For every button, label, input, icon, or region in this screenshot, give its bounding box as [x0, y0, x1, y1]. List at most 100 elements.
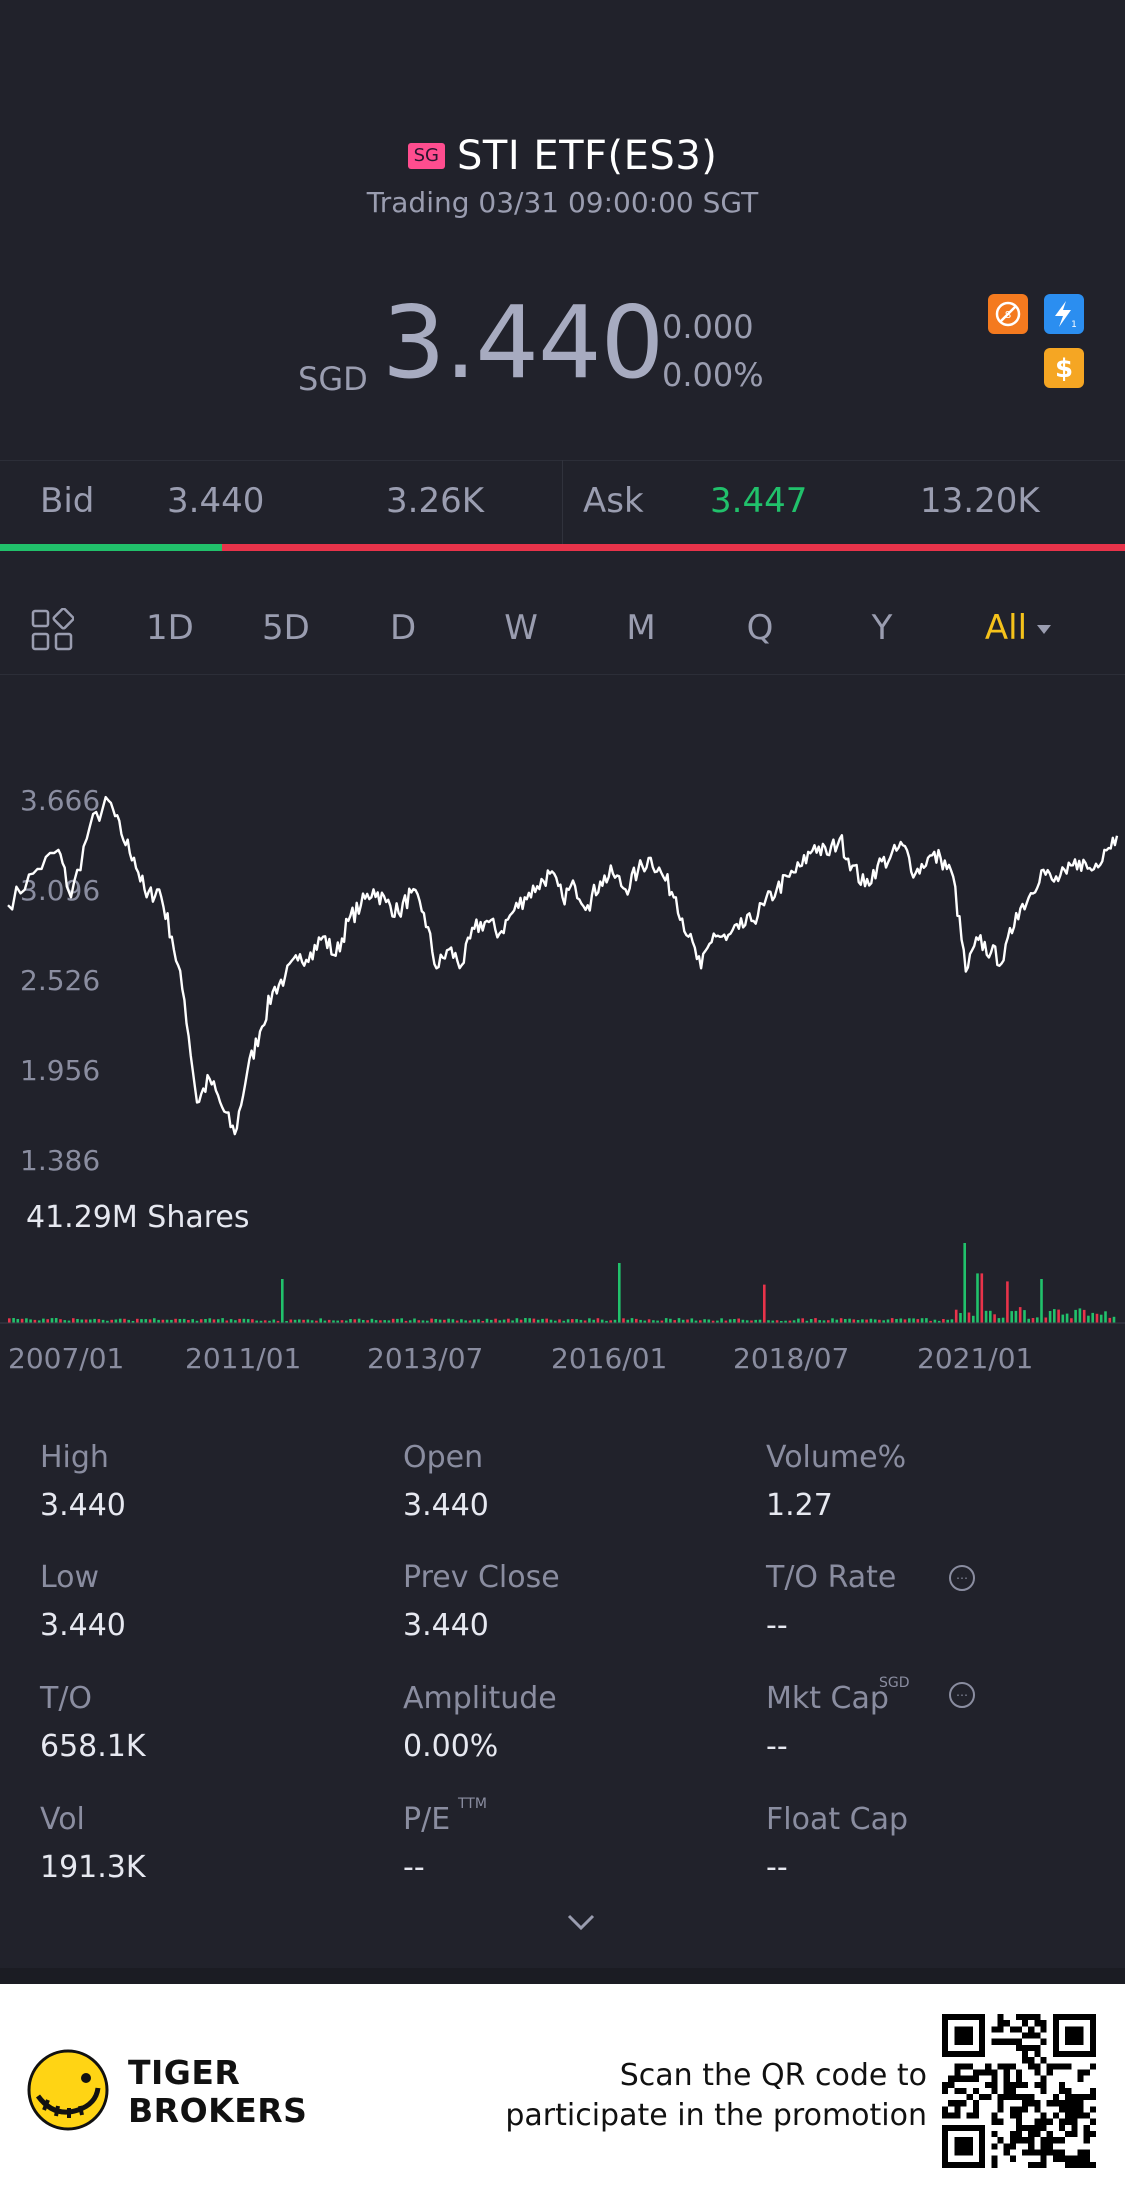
dollar-icon[interactable]: $ — [1044, 348, 1084, 388]
volume-bar — [549, 1319, 553, 1323]
volume-bar — [242, 1318, 246, 1323]
ask-size: 13.20K — [920, 481, 1040, 521]
volume-bar — [545, 1318, 548, 1323]
volume-bar — [430, 1318, 433, 1323]
stat-label-t-o-rate: T/O Rate — [766, 1560, 897, 1595]
volume-bar — [959, 1313, 962, 1323]
no-short-icon[interactable]: S — [988, 294, 1028, 334]
volume-bar — [426, 1320, 429, 1323]
fast-trade-icon[interactable]: 1 — [1044, 294, 1084, 334]
volume-bar — [349, 1319, 352, 1323]
volume-bar — [362, 1320, 365, 1323]
volume-bar — [421, 1320, 425, 1323]
volume-bar — [148, 1319, 152, 1323]
volume-bar — [131, 1321, 135, 1323]
price-change: 0.000 — [662, 308, 754, 346]
y-tick-label: 3.666 — [20, 784, 100, 817]
volume-bar — [1074, 1309, 1077, 1323]
tab-all[interactable]: All — [984, 608, 1028, 648]
brand-line-2: BROKERS — [128, 2091, 308, 2130]
volume-bar — [498, 1320, 502, 1323]
volume-bar — [566, 1319, 570, 1323]
volume-bar — [37, 1320, 41, 1323]
currency-label: SGD — [298, 360, 368, 398]
volume-bar — [686, 1319, 689, 1323]
stat-label-float-cap: Float Cap — [766, 1802, 909, 1837]
volume-bar — [195, 1320, 199, 1323]
volume-bar — [775, 1320, 779, 1323]
bid-ask-divider — [562, 460, 563, 544]
volume-bar — [451, 1319, 455, 1323]
volume-bar — [950, 1319, 954, 1323]
volume-bar — [161, 1319, 165, 1323]
tab-week[interactable]: W — [504, 608, 538, 648]
svg-text:1: 1 — [1071, 320, 1077, 329]
volume-bar — [110, 1319, 113, 1323]
volume-bar — [780, 1321, 783, 1323]
volume-bar — [515, 1318, 519, 1323]
volume-bar — [980, 1273, 984, 1323]
volume-bar — [246, 1319, 250, 1323]
tab-year[interactable]: Y — [871, 608, 893, 648]
volume-bar — [268, 1320, 271, 1323]
volume-bar — [609, 1320, 612, 1323]
volume-bar — [374, 1320, 378, 1323]
volume-bar — [622, 1318, 625, 1323]
stat-value-volume: 1.27 — [766, 1488, 833, 1523]
tab-5d[interactable]: 5D — [262, 608, 310, 648]
volume-bar — [12, 1318, 15, 1323]
price-chart[interactable]: 3.666 3.096 2.526 1.956 1.386 — [0, 770, 1125, 1350]
chevron-down-icon[interactable] — [566, 1912, 596, 1936]
tab-quarter[interactable]: Q — [746, 608, 774, 648]
volume-bar — [357, 1318, 361, 1323]
volume-bar — [54, 1318, 58, 1323]
volume-bar — [1112, 1316, 1116, 1323]
volume-bar — [1001, 1317, 1005, 1323]
volume-bar — [345, 1320, 348, 1323]
volume-bar — [681, 1319, 685, 1323]
volume-bar — [468, 1320, 472, 1323]
stat-value-open: 3.440 — [403, 1488, 489, 1523]
stat-label-mkt-cap: Mkt Cap — [766, 1681, 889, 1716]
volume-bar — [856, 1320, 860, 1323]
volume-bar — [1104, 1311, 1107, 1323]
grid-layout-icon[interactable] — [30, 607, 75, 656]
volume-bar — [97, 1319, 101, 1323]
volume-bar — [174, 1318, 177, 1323]
volume-bar — [217, 1319, 220, 1323]
caret-down-icon[interactable] — [1036, 620, 1052, 639]
x-tick-label: 2021/01 — [917, 1342, 1034, 1375]
volume-bar — [1014, 1310, 1018, 1323]
to-rate-info-icon[interactable]: ⋯ — [949, 1565, 975, 1591]
volume-bar — [861, 1319, 864, 1323]
volume-bar — [263, 1320, 267, 1323]
volume-bar — [404, 1320, 408, 1323]
stat-label-amplitude: Amplitude — [403, 1681, 557, 1716]
volume-bar — [106, 1320, 109, 1323]
trading-status: Trading 03/31 09:00:00 SGT — [366, 186, 759, 219]
volume-bar — [758, 1319, 762, 1323]
volume-bar — [929, 1320, 932, 1323]
volume-bar — [724, 1320, 728, 1323]
volume-bar — [643, 1320, 647, 1323]
volume-bar — [383, 1320, 386, 1323]
volume-bar — [434, 1319, 438, 1323]
stat-label-volume: Volume% — [766, 1440, 907, 1475]
volume-bar — [699, 1320, 702, 1323]
ask-label: Ask — [583, 481, 644, 521]
bid-ask-panel: Bid 3.440 3.26K Ask 3.447 13.20K — [0, 460, 1125, 549]
tab-1d[interactable]: 1D — [146, 608, 194, 648]
last-price: 3.440 — [382, 284, 664, 401]
volume-bar — [438, 1319, 442, 1323]
tab-day[interactable]: D — [390, 608, 417, 648]
volume-bar — [536, 1319, 540, 1323]
stat-label-low: Low — [40, 1560, 100, 1595]
volume-bar — [844, 1319, 847, 1323]
volume-bar — [848, 1318, 851, 1323]
tab-month[interactable]: M — [626, 608, 656, 648]
volume-bar — [327, 1319, 331, 1323]
volume-bar — [1091, 1312, 1094, 1323]
volume-bar — [1031, 1318, 1035, 1323]
mkt-cap-info-icon[interactable]: ⋯ — [949, 1682, 975, 1708]
volume-bar — [229, 1319, 233, 1323]
